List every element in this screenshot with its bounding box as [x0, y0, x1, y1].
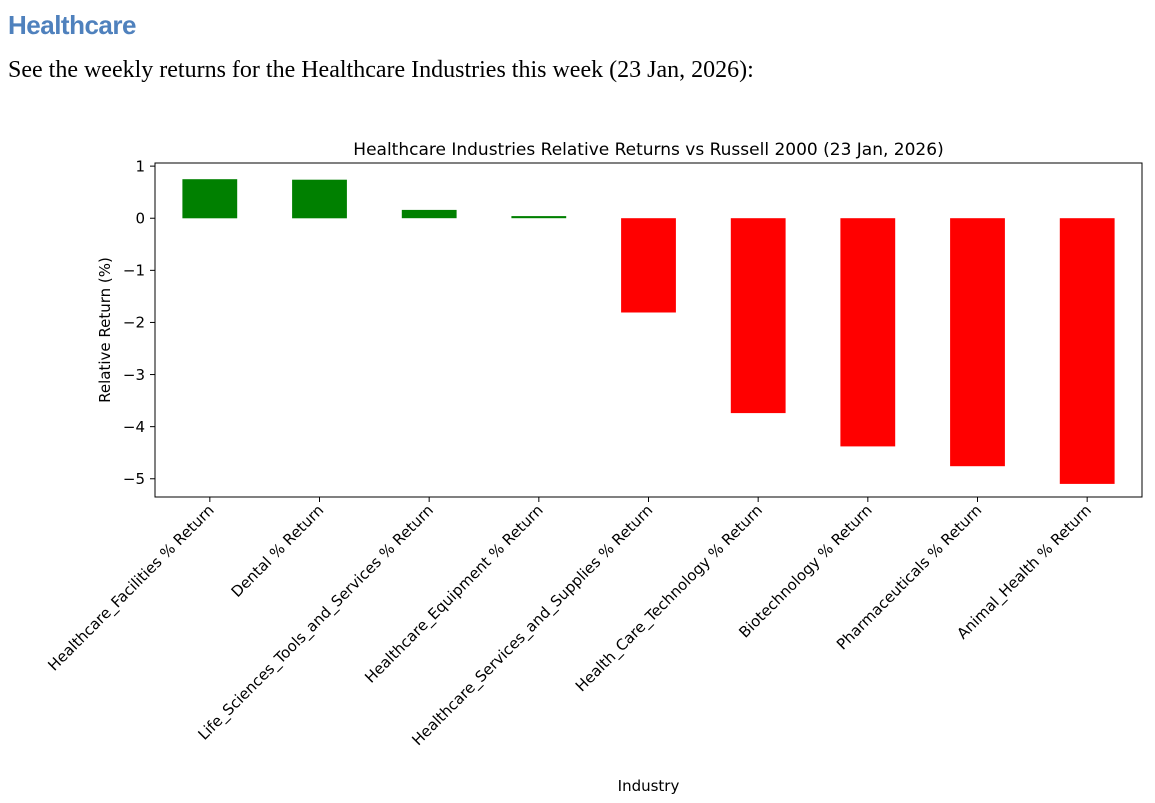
bar: [401, 209, 457, 219]
x-tick-label: Healthcare_Services_and_Supplies % Retur…: [408, 501, 657, 750]
x-tick-label: Healthcare_Equipment % Return: [361, 501, 547, 687]
y-tick-label: −2: [123, 314, 145, 332]
y-tick-label: 0: [135, 209, 145, 227]
bar: [1059, 218, 1115, 484]
intro-text: See the weekly returns for the Healthcar…: [8, 57, 754, 83]
y-tick-label: −3: [123, 366, 145, 384]
bar: [950, 218, 1005, 467]
y-tick-label: −1: [123, 262, 145, 280]
x-tick-label: Health_Care_Technology % Return: [572, 501, 767, 696]
y-tick-label: 1: [135, 157, 145, 175]
bar: [182, 179, 238, 219]
x-tick-label: Dental % Return: [228, 501, 328, 601]
section-heading: Healthcare: [8, 10, 136, 40]
y-tick-label: −5: [123, 470, 145, 488]
x-tick-label: Healthcare_Facilities % Return: [44, 501, 218, 675]
bar: [730, 218, 786, 414]
y-tick-label: −4: [123, 418, 145, 436]
bar: [840, 218, 896, 447]
x-axis-label: Industry: [618, 777, 680, 795]
y-axis-label: Relative Return (%): [96, 257, 114, 403]
bar: [292, 179, 347, 219]
chart-title: Healthcare Industries Relative Returns v…: [353, 140, 943, 160]
x-tick-label: Life_Sciences_Tools_and_Services % Retur…: [194, 501, 437, 744]
bar: [511, 216, 567, 219]
bar: [621, 218, 676, 313]
